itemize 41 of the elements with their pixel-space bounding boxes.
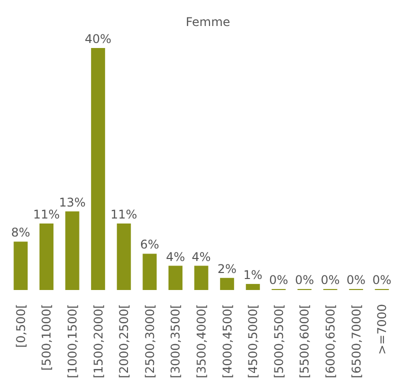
bar bbox=[14, 242, 28, 290]
data-label: 0% bbox=[294, 273, 314, 287]
bar bbox=[142, 254, 157, 290]
data-label: 11% bbox=[110, 207, 138, 222]
bar bbox=[220, 278, 234, 290]
data-label: 8% bbox=[11, 226, 30, 240]
bar bbox=[65, 211, 80, 290]
x-tick-label: [4000,4500[ bbox=[220, 304, 234, 378]
bar bbox=[116, 223, 131, 290]
x-tick-label: [6500,7000[ bbox=[349, 304, 364, 378]
x-tick-label: >=7000 bbox=[375, 304, 390, 355]
data-label: 13% bbox=[58, 195, 86, 210]
x-tick-label: [3500,4000[ bbox=[194, 304, 208, 378]
bar bbox=[246, 284, 260, 290]
x-tick-label: [2500,3000[ bbox=[142, 304, 157, 378]
x-tick-label: [5000,5500[ bbox=[272, 304, 286, 378]
x-tick-label: [6000,6500[ bbox=[324, 304, 338, 378]
data-label: 4% bbox=[192, 250, 211, 264]
data-label: 0% bbox=[346, 273, 366, 287]
x-tick-label: [1000,1500[ bbox=[66, 304, 80, 378]
data-label: 11% bbox=[33, 207, 60, 222]
x-tick-label: [5500,6000[ bbox=[298, 304, 312, 378]
bar bbox=[91, 48, 106, 290]
data-label: 2% bbox=[218, 262, 237, 276]
x-tick-label: [4500,5000[ bbox=[246, 304, 260, 378]
data-label: 6% bbox=[140, 238, 160, 252]
x-tick-label: [3000,3500[ bbox=[168, 304, 183, 378]
x-tick-label: [500,1000[ bbox=[40, 304, 54, 371]
data-label: 0% bbox=[269, 273, 288, 287]
bar bbox=[39, 223, 54, 290]
x-tick-label: [2000,2500[ bbox=[117, 304, 132, 378]
data-label: 4% bbox=[166, 250, 185, 264]
data-label: 0% bbox=[320, 273, 340, 287]
bar bbox=[168, 266, 182, 290]
data-label: 40% bbox=[84, 32, 112, 46]
data-label: 0% bbox=[372, 273, 392, 287]
data-label: 1% bbox=[243, 268, 262, 282]
chart-title: Femme bbox=[186, 15, 230, 29]
x-tick-label: [0,500[ bbox=[14, 304, 28, 348]
x-tick-label: [1500,2000[ bbox=[91, 304, 106, 378]
bar bbox=[194, 266, 208, 290]
